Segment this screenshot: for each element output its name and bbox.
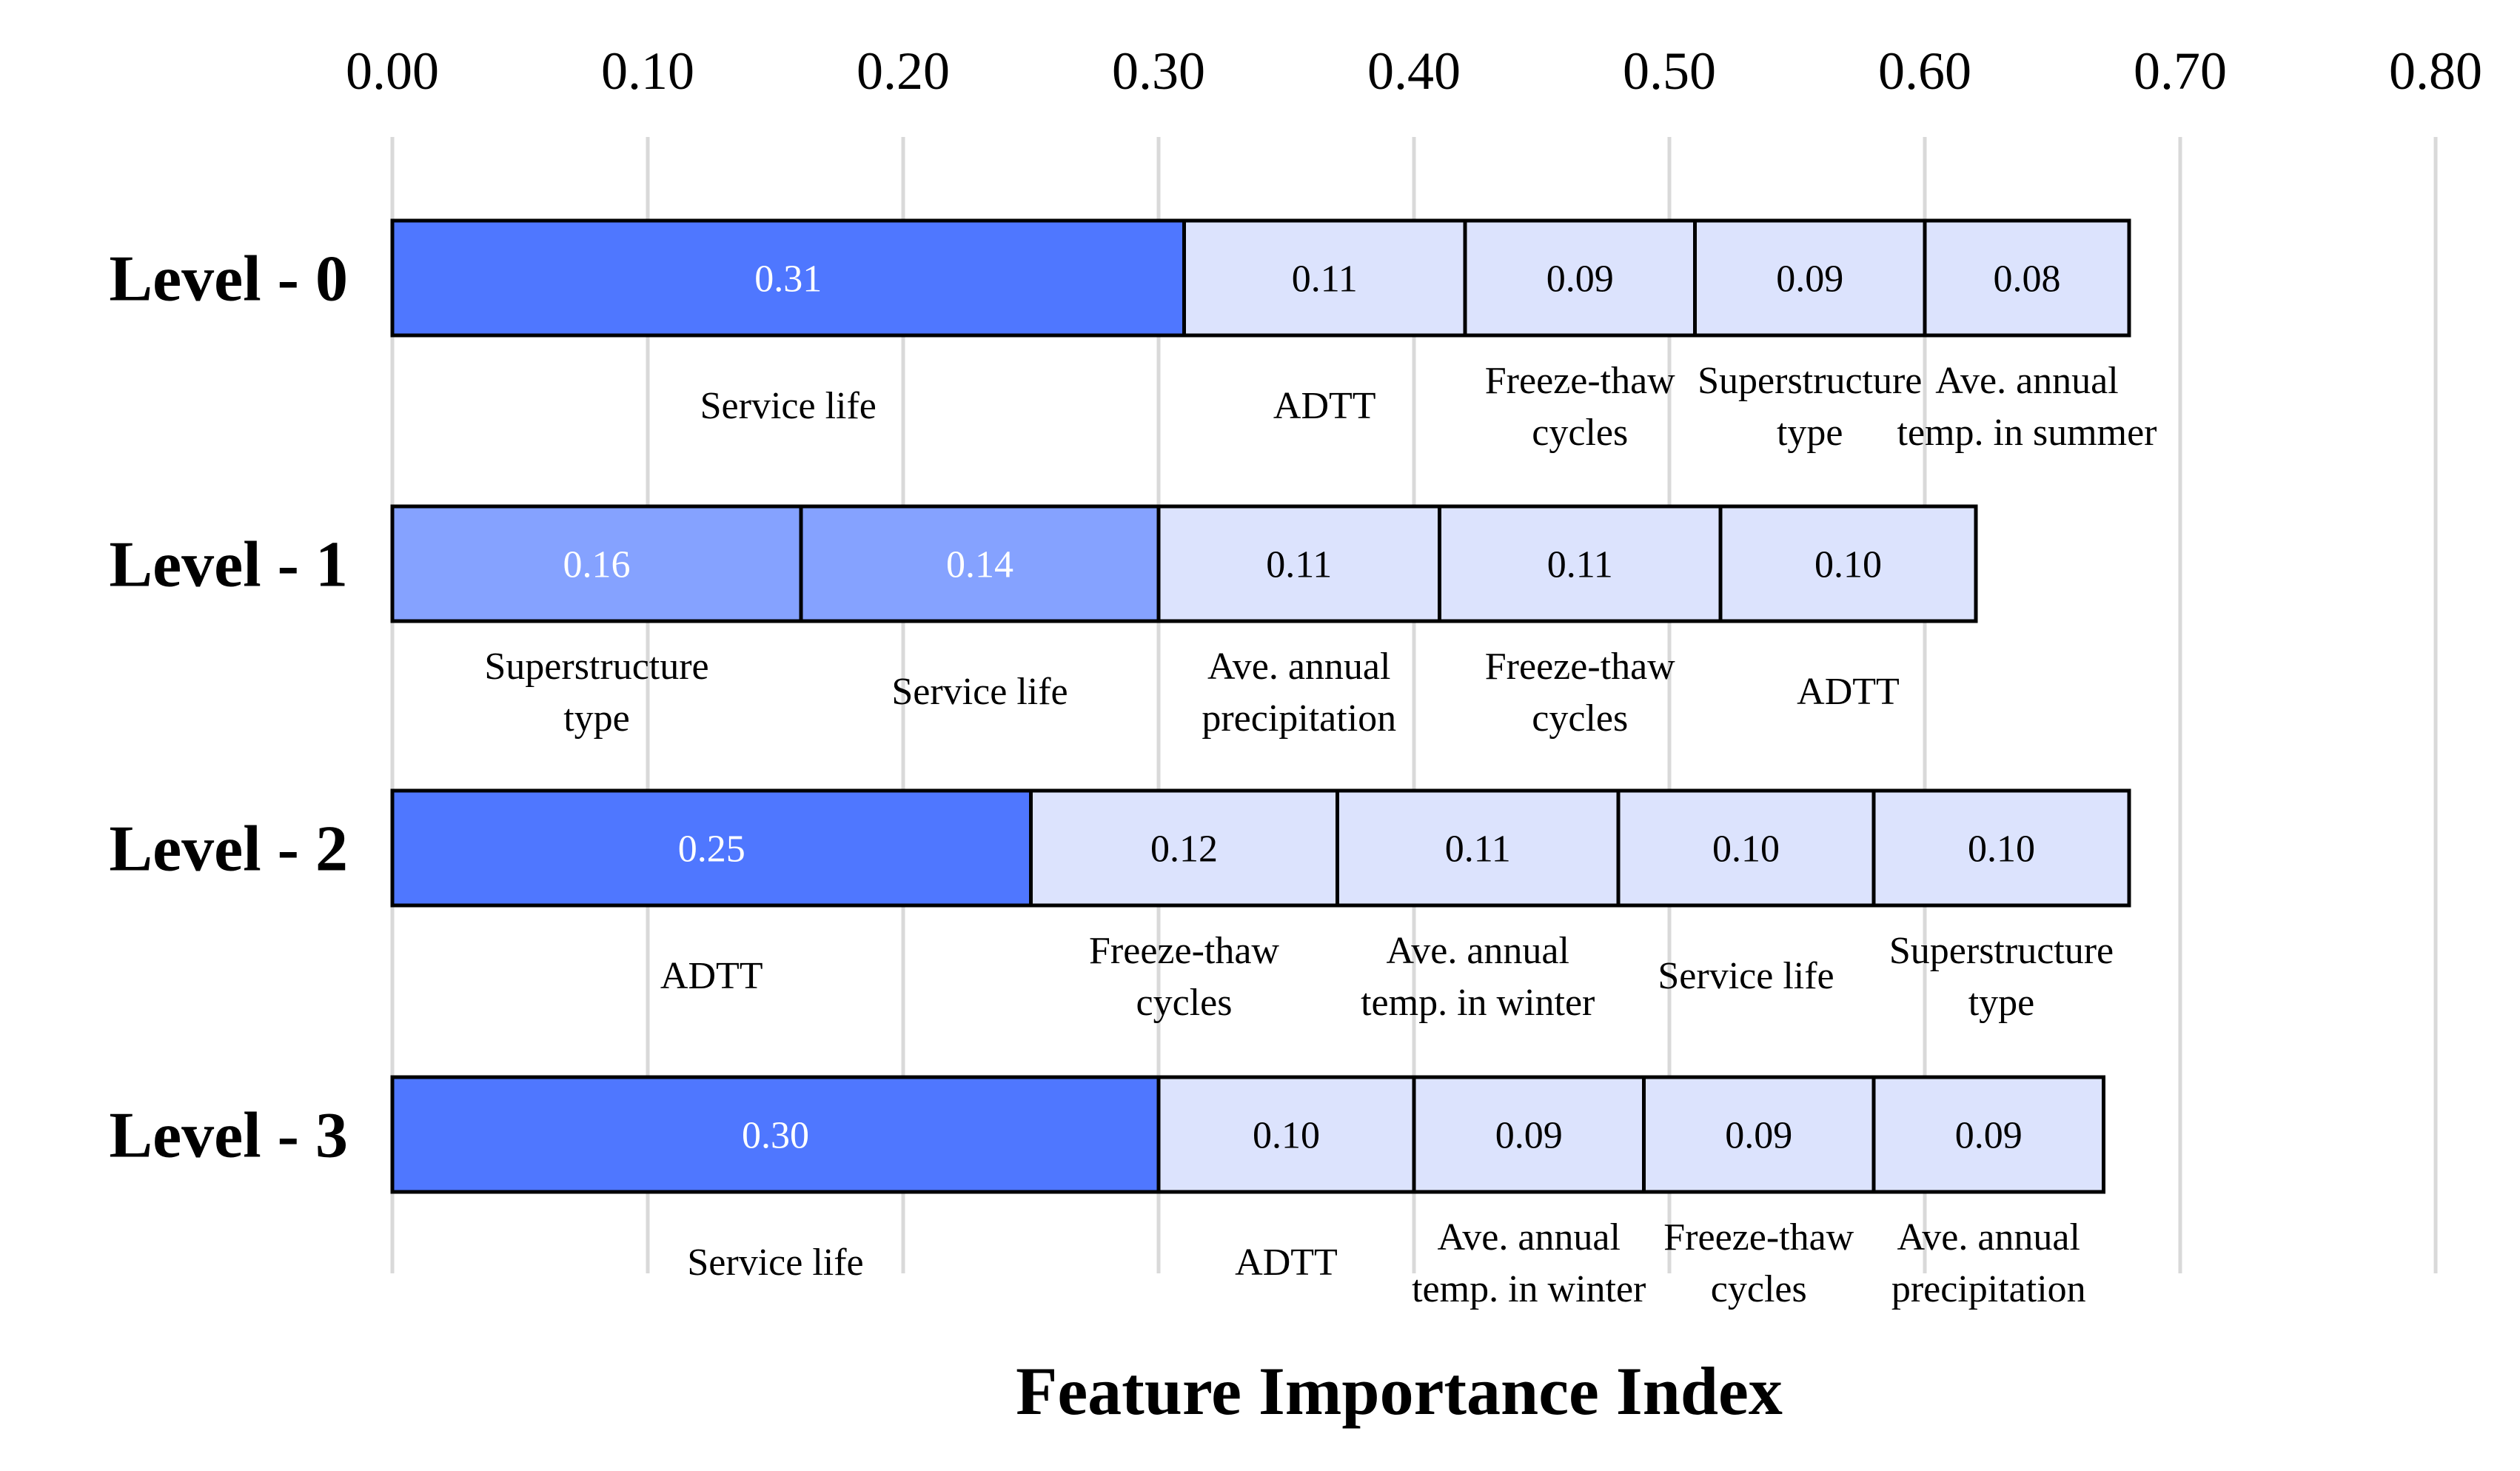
bar-segment [1336,788,1621,908]
feature-label: Service life [891,671,1068,713]
data-label: 0.09 [1495,1115,1563,1157]
feature-label: ADTT [1273,385,1376,427]
data-label: 0.25 [678,828,745,871]
feature-label: precipitation [1891,1268,2086,1310]
feature-label: ADTT [660,955,763,997]
bar-segment [1871,788,2131,908]
data-label: 0.11 [1547,544,1613,586]
feature-label: Ave. annual [1207,646,1390,688]
bar-segment [1871,1075,2105,1194]
data-label: 0.08 [1994,258,2061,301]
data-label: 0.09 [1955,1115,2023,1157]
data-label: 0.30 [742,1115,809,1157]
feature-label: Ave. annual [1438,1216,1621,1259]
feature-label: ADTT [1797,671,1900,713]
bar-segment [1182,218,1467,338]
feature-label: type [1968,982,2035,1024]
feature-label: Superstructure [1698,360,1922,402]
bar-segment [1412,1075,1646,1194]
data-label: 0.09 [1776,258,1843,301]
feature-label: Ave. annual [1935,360,2118,402]
bars: 0.31 Service life 0.11 ADTT 0.09 Freeze-thaw c… [390,218,2157,1310]
feature-label: Freeze-thaw [1485,360,1675,402]
x-tick-label: 0.70 [2134,41,2227,101]
feature-label: type [1777,412,1843,454]
bar-segment [1693,218,1927,338]
data-label: 0.09 [1725,1115,1792,1157]
feature-label: cycles [1711,1268,1807,1310]
feature-label: Superstructure [1889,930,2114,972]
data-label: 0.10 [1712,828,1780,871]
feature-label: cycles [1136,982,1233,1024]
feature-label: temp. in winter [1412,1268,1646,1310]
x-tick-label: 0.50 [1623,41,1716,101]
category-label: Level - 1 [109,529,348,601]
x-tick-label: 0.10 [601,41,694,101]
data-label: 0.10 [1814,544,1882,586]
feature-label: Ave. annual [1897,1216,2080,1259]
feature-label: Ave. annual [1387,930,1569,972]
category-label: Level - 2 [109,814,348,885]
bar-segment [1463,218,1697,338]
bar-segment [390,1075,1161,1194]
category-label: Level - 3 [109,1100,348,1172]
x-axis-ticks: 0.00 0.10 0.20 0.30 0.40 0.50 0.60 0.70 0.80 [346,41,2482,101]
bar-segment [799,504,1161,623]
feature-label: Freeze-thaw [1663,1216,1854,1259]
bar-segment [1718,504,1978,623]
feature-label: precipitation [1202,697,1396,740]
data-label: 0.14 [946,544,1013,586]
feature-label: type [563,697,630,740]
feature-label: Freeze-thaw [1089,930,1279,972]
feature-label: Service life [687,1242,863,1284]
x-tick-label: 0.40 [1367,41,1461,101]
data-label: 0.10 [1253,1115,1320,1157]
feature-label: cycles [1532,412,1628,454]
category-labels: Level - 0 Level - 1 Level - 2 Level - 3 [109,244,348,1172]
x-tick-label: 0.60 [1878,41,1971,101]
data-label: 0.09 [1546,258,1614,301]
bar-segment [1156,1075,1416,1194]
feature-label: temp. in winter [1361,982,1595,1024]
x-tick-label: 0.30 [1112,41,1205,101]
bar-segment [1923,218,2131,338]
feature-label: Freeze-thaw [1485,646,1675,688]
data-label: 0.12 [1150,828,1218,871]
feature-label: ADTT [1235,1242,1338,1284]
x-tick-label: 0.80 [2389,41,2482,101]
data-label: 0.11 [1266,544,1332,586]
bar-segment [1438,504,1723,623]
feature-label: Service life [1658,955,1834,997]
feature-label: cycles [1532,697,1628,740]
data-label: 0.31 [754,258,822,301]
category-label: Level - 0 [109,244,348,315]
feature-label: Service life [700,385,877,427]
feature-label: temp. in summer [1897,412,2157,454]
bar-segment [1642,1075,1876,1194]
x-tick-label: 0.20 [857,41,950,101]
data-label: 0.10 [1968,828,2035,871]
bar-segment [1156,504,1441,623]
x-tick-label: 0.00 [346,41,439,101]
bar-segment [390,504,803,623]
data-label: 0.11 [1292,258,1358,301]
data-label: 0.11 [1445,828,1511,871]
data-label: 0.16 [563,544,631,586]
feature-label: Superstructure [484,646,708,688]
bar-segment [390,788,1033,908]
x-axis-title: Feature Importance Index [1016,1353,1783,1429]
